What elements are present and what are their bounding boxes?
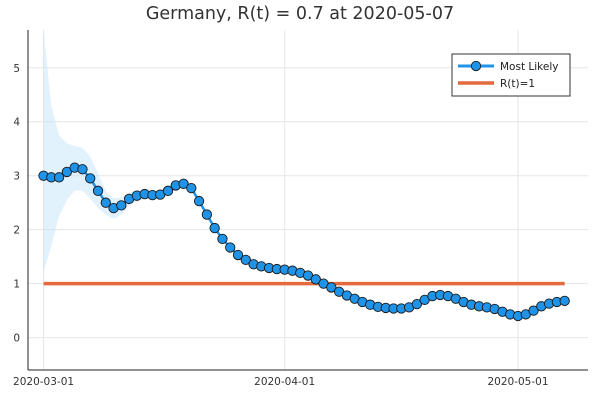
y-tick-label: 4 (13, 117, 20, 129)
most-likely-line (43, 166, 565, 318)
data-point (100, 197, 111, 208)
legend-box (451, 53, 571, 97)
data-point (193, 195, 205, 207)
y-tick-label: 1 (13, 279, 20, 291)
legend-marker-most-likely (470, 60, 482, 72)
data-point (411, 299, 423, 310)
data-point (201, 209, 213, 220)
y-tick-label: 3 (13, 171, 20, 183)
data-point (240, 254, 251, 266)
data-point (53, 172, 65, 183)
data-point (61, 166, 73, 178)
data-point (310, 274, 321, 285)
data-point (326, 282, 337, 293)
data-point (217, 233, 228, 245)
data-point (77, 164, 88, 175)
x-tick-label: 2020-04-01 (254, 376, 315, 388)
y-tick-label: 5 (13, 63, 20, 75)
y-tick-label: 2 (13, 225, 20, 237)
data-point (92, 185, 104, 196)
data-point (559, 295, 570, 307)
data-point (162, 185, 174, 196)
axes: 0 1 2 3 4 5 2020-03-01 2020-04-01 2020-05-01 (13, 30, 588, 388)
data-point (232, 249, 244, 261)
data-point (528, 305, 539, 316)
data-point (116, 200, 127, 211)
data-point (85, 173, 96, 184)
series-layer (38, 162, 570, 322)
legend-label-rt-1: R(t)=1 (500, 78, 535, 90)
data-point (186, 182, 197, 194)
data-point (225, 242, 236, 253)
legend-label-most-likely: Most Likely (500, 61, 558, 73)
confidence-band (43, 30, 231, 273)
x-tick-label: 2020-03-01 (13, 376, 74, 388)
y-tick-label: 0 (13, 333, 20, 345)
chart-title: Germany, R(t) = 0.7 at 2020-05-07 (146, 4, 454, 24)
x-tick-label: 2020-05-01 (487, 376, 548, 388)
data-point (178, 178, 189, 189)
uncertainty-band (43, 30, 231, 273)
data-point (209, 222, 220, 234)
legend: Most Likely R(t)=1 (451, 53, 571, 97)
